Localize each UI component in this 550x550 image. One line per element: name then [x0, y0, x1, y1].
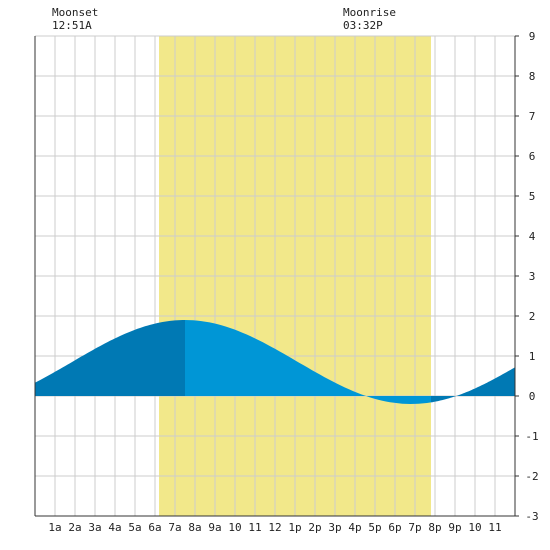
tide-area [35, 320, 515, 404]
x-tick-label: 9a [208, 521, 221, 534]
x-tick-label: 7p [408, 521, 421, 534]
y-tick-label: 7 [529, 110, 536, 123]
x-tick-label: 1a [48, 521, 61, 534]
x-tick-label: 3p [328, 521, 341, 534]
x-tick-label: 9p [448, 521, 461, 534]
moonrise-time: 03:32P [343, 19, 383, 32]
y-tick-label: 0 [529, 390, 536, 403]
x-tick-label: 3a [88, 521, 101, 534]
x-tick-labels: 1a 2a 3a 4a 5a 6a 7a 8a 9a 10 11 12 1p 2p 3p 4p 5p 6p 7p 8p… [48, 521, 501, 534]
x-tick-label: 10 [468, 521, 481, 534]
y-tick-label: 4 [529, 230, 536, 243]
x-tick-label: 2p [308, 521, 321, 534]
y-tick-label: -3 [525, 510, 538, 523]
tide-area-night-late [431, 367, 515, 403]
x-tick-label: 8a [188, 521, 201, 534]
x-tick-label: 4a [108, 521, 121, 534]
y-tick-label: 9 [529, 30, 536, 43]
x-tick-label: 5a [128, 521, 141, 534]
x-tick-label: 1p [288, 521, 301, 534]
y-tick-label: 8 [529, 70, 536, 83]
x-tick-label: 5p [368, 521, 381, 534]
y-tick-labels: -3 -2 -1 0 1 2 3 4 5 6 7 8 9 [525, 30, 538, 523]
y-tick-label: 6 [529, 150, 536, 163]
x-tick-label: 12 [268, 521, 281, 534]
y-tick-label: -1 [525, 430, 538, 443]
x-tick-label: 6p [388, 521, 401, 534]
moonset-time: 12:51A [52, 19, 92, 32]
moonrise-label: Moonrise [343, 6, 396, 19]
x-tick-label: 2a [68, 521, 81, 534]
y-tick-label: -2 [525, 470, 538, 483]
y-tick-label: 1 [529, 350, 536, 363]
x-tick-label: 11 [248, 521, 261, 534]
tide-area-night-early [35, 320, 185, 396]
axes [34, 35, 519, 517]
x-tick-label: 11 [488, 521, 501, 534]
x-tick-label: 7a [168, 521, 181, 534]
tide-area-day [185, 320, 431, 404]
y-tick-label: 5 [529, 190, 536, 203]
x-tick-label: 10 [228, 521, 241, 534]
x-tick-label: 8p [428, 521, 441, 534]
moonset-label: Moonset [52, 6, 99, 19]
x-tick-label: 4p [348, 521, 361, 534]
x-tick-label: 6a [148, 521, 161, 534]
y-tick-label: 3 [529, 270, 536, 283]
y-tick-label: 2 [529, 310, 536, 323]
